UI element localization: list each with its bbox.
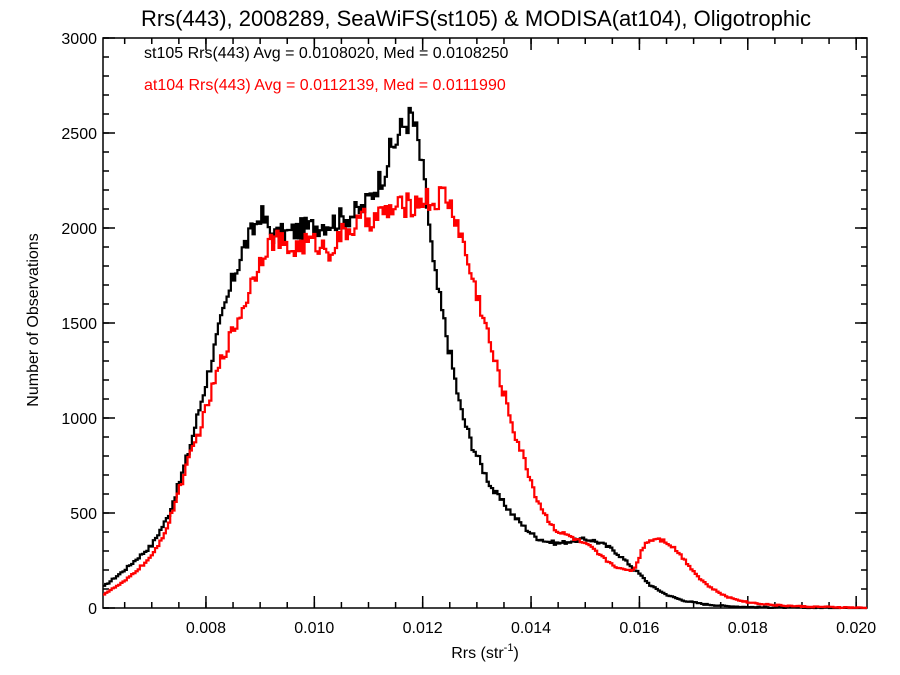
x-tick-label: 0.018 <box>728 620 768 637</box>
y-tick-label: 3000 <box>61 31 97 48</box>
chart-title: Rrs(443), 2008289, SeaWiFS(st105) & MODI… <box>141 6 811 31</box>
annotation-at104: at104 Rrs(443) Avg = 0.0112139, Med = 0.… <box>144 77 506 94</box>
y-tick-label: 2000 <box>61 221 97 238</box>
y-axis-label: Number of Observations <box>25 233 42 406</box>
x-tick-label: 0.012 <box>403 620 443 637</box>
y-tick-label: 0 <box>88 601 97 618</box>
series-st105-line <box>103 106 867 610</box>
series-at104-line <box>103 186 868 610</box>
x-axis-label-close: ) <box>513 645 518 662</box>
x-axis-label-superscript: -1 <box>504 642 514 654</box>
x-tick-label: 0.008 <box>186 620 226 637</box>
annotation-st105: st105 Rrs(443) Avg = 0.0108020, Med = 0.… <box>144 45 509 62</box>
y-tick-label: 1500 <box>61 316 97 333</box>
x-tick-label: 0.020 <box>836 620 876 637</box>
y-tick-label: 2500 <box>61 126 97 143</box>
x-tick-label: 0.016 <box>619 620 659 637</box>
x-axis-label: Rrs (str-1) <box>451 642 519 662</box>
x-axis: 0.008 0.010 0.012 0.014 0.016 0.018 0.020 <box>123 38 876 637</box>
x-axis-label-main: Rrs (str <box>451 645 504 662</box>
series-layer <box>103 106 868 610</box>
x-tick-label: 0.010 <box>294 620 334 637</box>
x-tick-label: 0.014 <box>511 620 551 637</box>
y-tick-label: 1000 <box>61 411 97 428</box>
y-tick-label: 500 <box>70 506 97 523</box>
y-axis: 0 500 1000 1500 2000 2500 3000 <box>61 31 867 618</box>
